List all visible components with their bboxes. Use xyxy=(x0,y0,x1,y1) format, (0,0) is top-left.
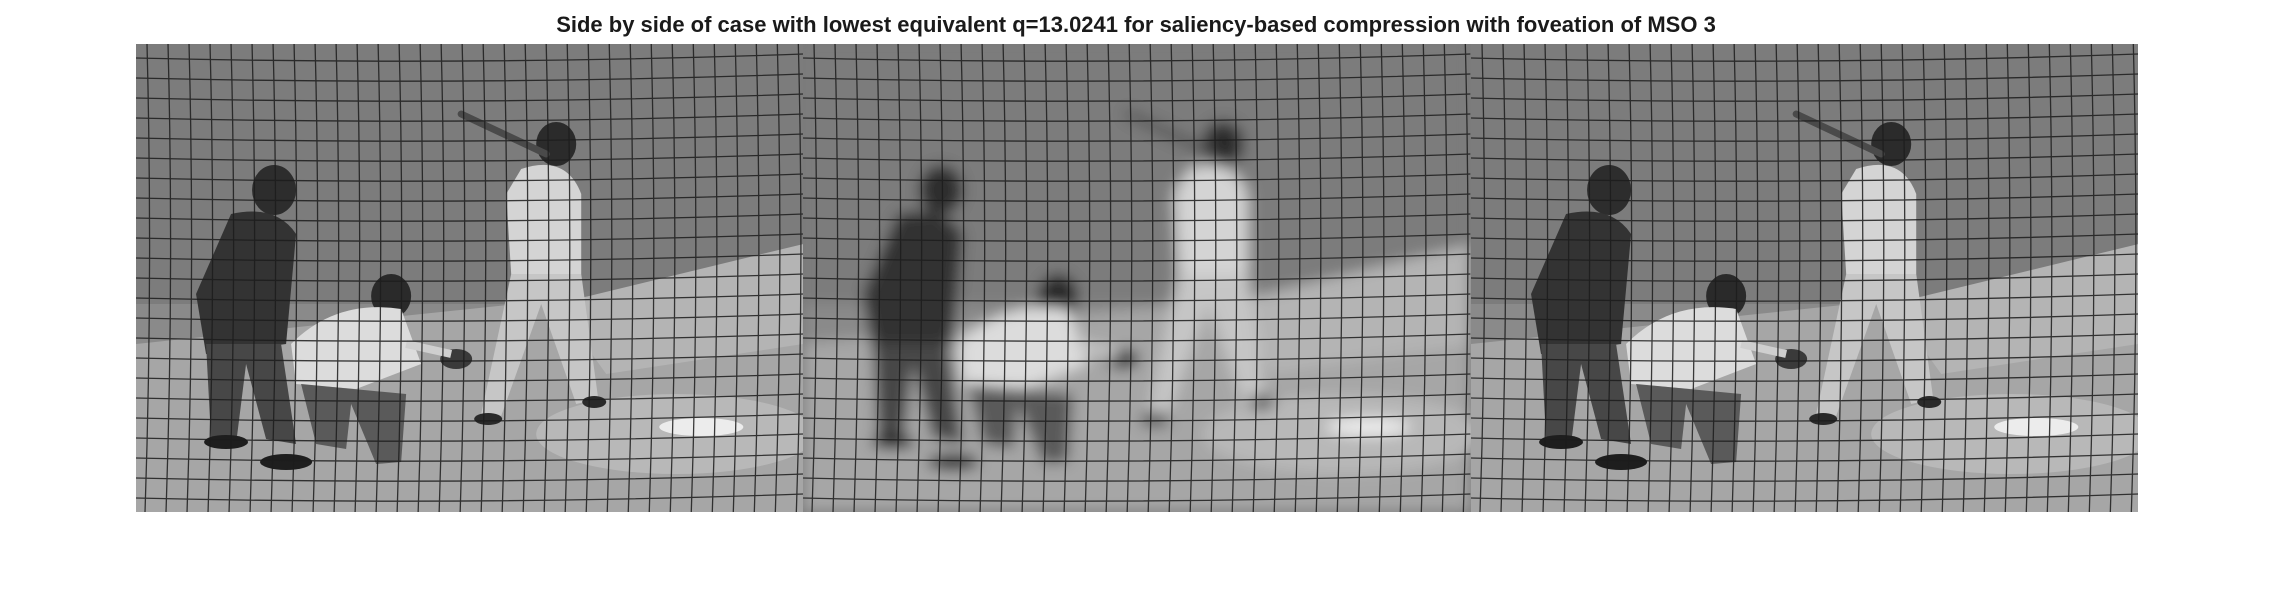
netting-overlay xyxy=(1470,44,2138,512)
netting-overlay xyxy=(803,44,1471,512)
panel-foveated xyxy=(803,44,1471,512)
scene-image xyxy=(803,44,1471,512)
panel-compressed xyxy=(1470,44,2138,512)
scene-image xyxy=(1470,44,2138,512)
comparison-image-strip xyxy=(136,44,2138,512)
figure-title: Side by side of case with lowest equival… xyxy=(556,12,1716,37)
panel-original xyxy=(136,44,804,512)
scene-image xyxy=(136,44,804,512)
netting-overlay xyxy=(136,44,804,512)
